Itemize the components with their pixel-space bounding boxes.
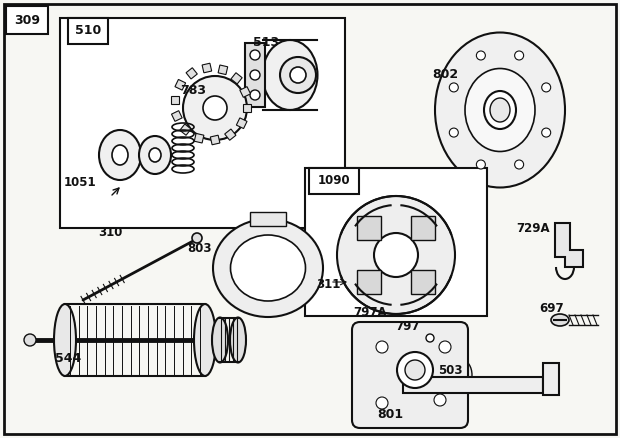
Ellipse shape	[99, 130, 141, 180]
Circle shape	[439, 341, 451, 353]
Circle shape	[421, 329, 439, 347]
Circle shape	[250, 70, 260, 80]
Bar	[180, 124, 191, 135]
Ellipse shape	[337, 196, 455, 314]
Bar	[218, 65, 228, 74]
Circle shape	[397, 352, 433, 388]
Text: 783: 783	[180, 84, 206, 96]
Circle shape	[192, 233, 202, 243]
Text: 311: 311	[316, 279, 340, 292]
Ellipse shape	[452, 360, 472, 390]
Bar	[243, 104, 251, 112]
Bar	[403, 377, 543, 393]
Ellipse shape	[112, 145, 128, 165]
Bar	[186, 68, 197, 79]
Circle shape	[374, 233, 418, 277]
Circle shape	[426, 334, 434, 342]
Ellipse shape	[212, 318, 228, 363]
Ellipse shape	[542, 128, 551, 137]
Text: 310: 310	[98, 226, 122, 239]
Circle shape	[183, 76, 247, 140]
Bar	[171, 96, 179, 104]
Bar	[250, 212, 286, 226]
Circle shape	[250, 90, 260, 100]
Text: 309: 309	[14, 14, 40, 27]
Ellipse shape	[435, 32, 565, 187]
Ellipse shape	[194, 304, 216, 376]
Circle shape	[376, 397, 388, 409]
Circle shape	[290, 67, 306, 83]
Bar	[68, 18, 108, 44]
Ellipse shape	[213, 219, 323, 317]
Ellipse shape	[484, 91, 516, 129]
Bar	[236, 118, 247, 129]
Ellipse shape	[54, 304, 76, 376]
Ellipse shape	[551, 314, 569, 326]
Bar	[194, 134, 204, 143]
Ellipse shape	[476, 160, 485, 169]
Ellipse shape	[149, 148, 161, 162]
Bar	[357, 270, 381, 294]
Circle shape	[250, 50, 260, 60]
Ellipse shape	[515, 160, 524, 169]
Text: eReplacementParts.com: eReplacementParts.com	[225, 223, 395, 237]
Ellipse shape	[515, 51, 524, 60]
Ellipse shape	[230, 318, 246, 363]
Text: 697: 697	[539, 301, 564, 314]
Circle shape	[280, 57, 316, 93]
Text: 797A: 797A	[353, 305, 387, 318]
Bar	[60, 18, 345, 228]
Text: 797: 797	[396, 319, 420, 332]
Text: 513: 513	[253, 35, 279, 49]
Bar	[210, 135, 220, 145]
Ellipse shape	[450, 128, 458, 137]
Bar	[411, 270, 435, 294]
Ellipse shape	[139, 136, 171, 174]
Text: 801: 801	[377, 409, 403, 421]
Bar	[172, 111, 182, 121]
Ellipse shape	[352, 360, 372, 390]
FancyBboxPatch shape	[352, 322, 468, 428]
Text: 1090: 1090	[317, 174, 350, 187]
Circle shape	[203, 96, 227, 120]
Ellipse shape	[231, 235, 306, 301]
Text: 803: 803	[188, 241, 212, 254]
Ellipse shape	[476, 51, 485, 60]
Circle shape	[376, 341, 388, 353]
Ellipse shape	[465, 68, 535, 152]
Bar	[245, 43, 265, 107]
Text: 729A: 729A	[516, 222, 550, 234]
Bar	[543, 363, 559, 395]
Bar	[231, 73, 242, 84]
Text: 544: 544	[55, 352, 81, 364]
Bar	[309, 168, 359, 194]
Bar	[175, 79, 185, 90]
Ellipse shape	[262, 40, 317, 110]
Text: 510: 510	[75, 25, 101, 38]
Ellipse shape	[490, 98, 510, 122]
Bar	[357, 216, 381, 240]
Circle shape	[405, 360, 425, 380]
Bar	[240, 87, 250, 97]
Circle shape	[24, 334, 36, 346]
Text: 802: 802	[432, 68, 458, 81]
Text: 503: 503	[438, 364, 463, 377]
Bar	[411, 216, 435, 240]
Bar	[224, 129, 236, 140]
Ellipse shape	[542, 83, 551, 92]
Bar	[305, 168, 487, 316]
Text: 1051: 1051	[64, 177, 96, 190]
Circle shape	[434, 394, 446, 406]
Bar	[6, 6, 48, 34]
Bar	[202, 63, 211, 73]
Polygon shape	[555, 223, 583, 267]
Ellipse shape	[450, 83, 458, 92]
